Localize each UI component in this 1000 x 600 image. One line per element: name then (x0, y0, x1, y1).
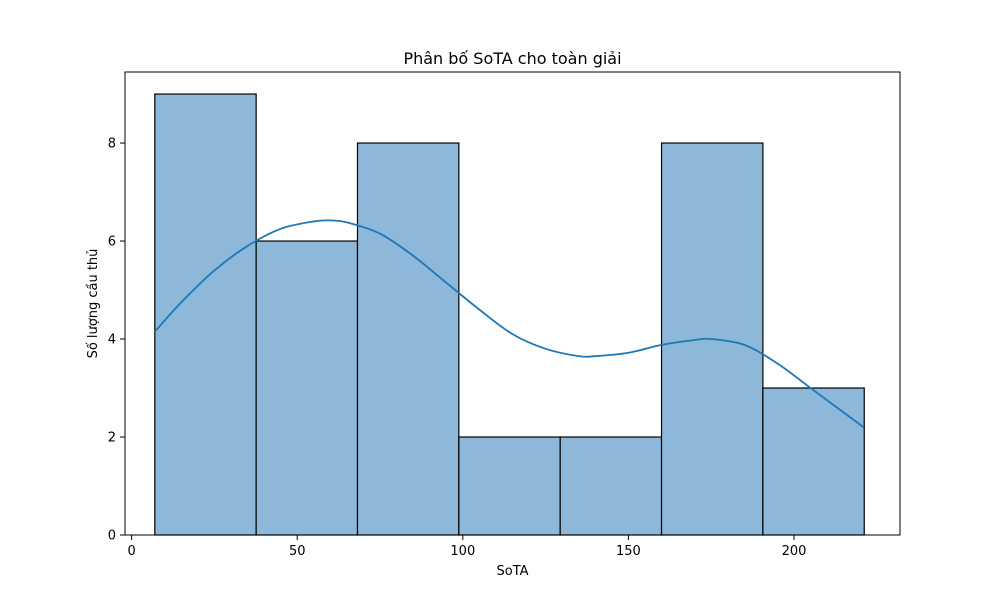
y-axis: 0 2 4 6 8 (108, 137, 125, 544)
histogram-bar-3 (356, 142, 460, 536)
histogram-bar-2 (255, 240, 359, 536)
chart-title: Phân bố SoTA cho toàn giải (403, 49, 621, 68)
histogram-bar-5 (559, 436, 663, 536)
histogram-bar-4 (458, 436, 561, 536)
x-tick-label: 150 (616, 544, 641, 559)
x-tick-label: 0 (127, 544, 135, 559)
y-axis-label: Số lượng cầu thủ (86, 249, 101, 359)
y-tick-label: 2 (108, 431, 116, 446)
y-tick-label: 6 (108, 235, 116, 250)
y-tick-label: 8 (108, 137, 116, 152)
histogram-bar-7 (762, 387, 865, 536)
bars-layer (154, 93, 865, 536)
y-tick-label: 0 (108, 529, 116, 544)
histogram-bar-1 (154, 93, 257, 536)
x-tick-label: 200 (782, 544, 807, 559)
x-axis-label: SoTA (496, 564, 528, 579)
x-tick-label: 50 (289, 544, 306, 559)
plot-frame (124, 71, 901, 536)
x-axis: 0 50 100 150 200 (127, 535, 806, 559)
x-tick-label: 100 (450, 544, 475, 559)
y-tick-label: 4 (108, 333, 116, 348)
kde-line (154, 219, 865, 428)
